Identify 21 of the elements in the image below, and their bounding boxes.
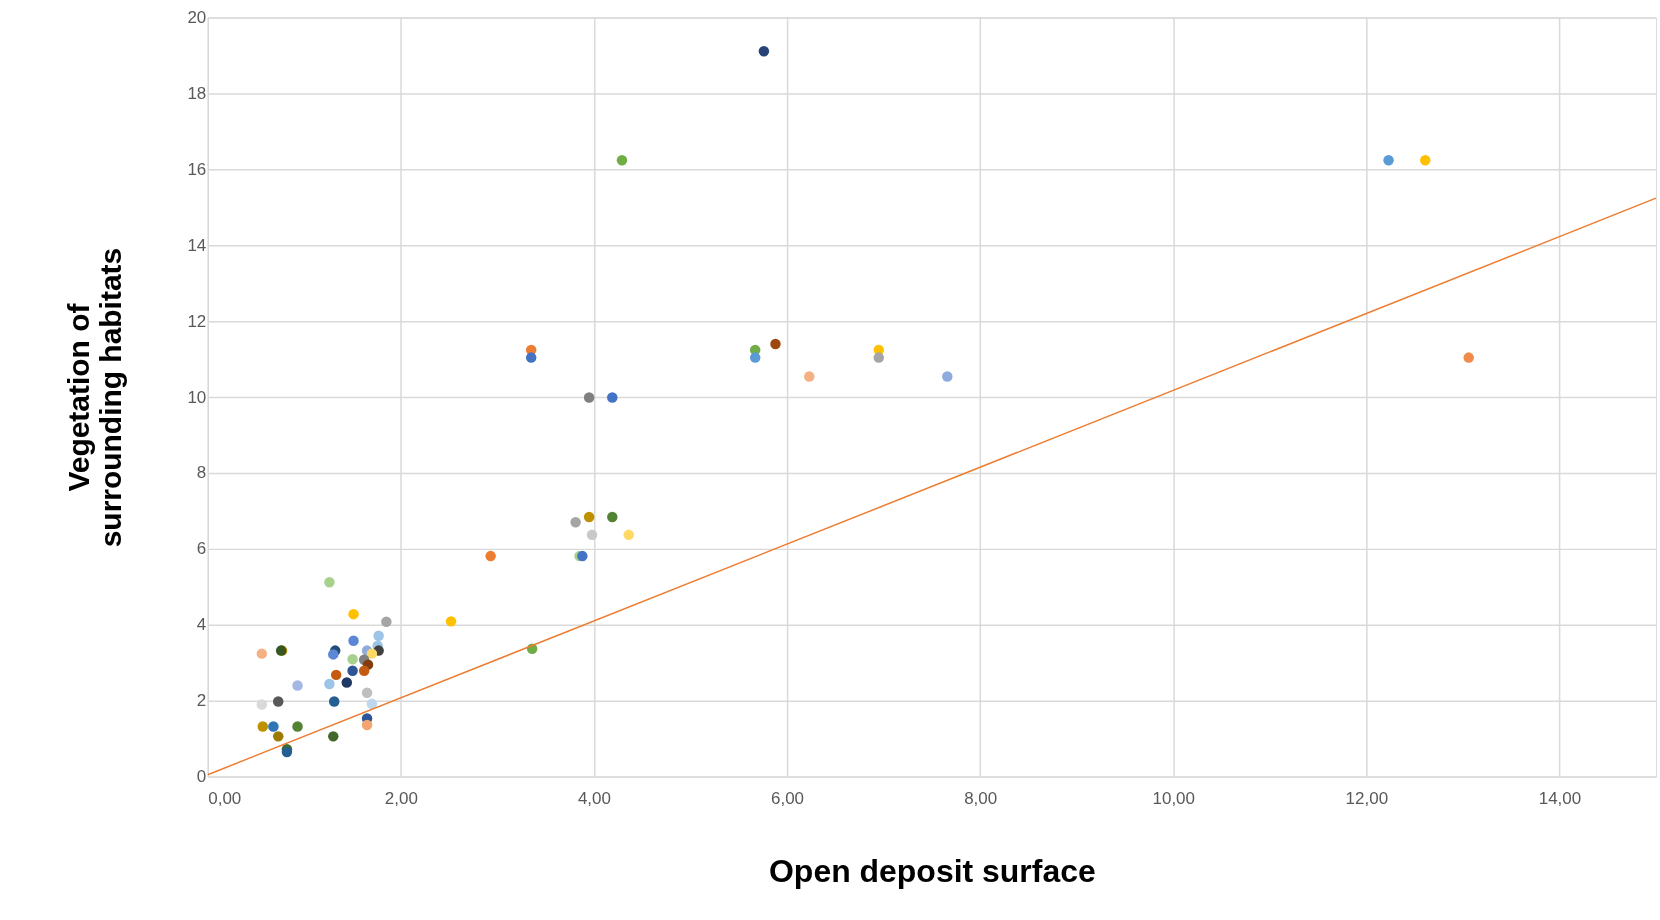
x-tick-label: 6,00 [771, 789, 805, 809]
x-tick-label: 4,00 [577, 789, 611, 809]
y-tick-label: 14 [187, 235, 207, 255]
y-tick-label: 4 [196, 615, 207, 635]
x-tick-label: 10,00 [1152, 789, 1195, 809]
y-tick-label: 20 [187, 8, 207, 28]
y-tick-label: 16 [187, 159, 207, 179]
y-tick-label: 0 [196, 767, 207, 787]
x-tick-label: 14,00 [1538, 789, 1582, 809]
y-tick-label: 6 [196, 539, 207, 559]
y-tick-label: 12 [187, 311, 207, 331]
y-tick-label: 8 [196, 463, 207, 483]
x-tick-label: 2,00 [384, 789, 418, 809]
y-tick-label: 10 [187, 387, 207, 407]
y-tick-label: 2 [196, 691, 207, 711]
x-tick-label: 0,00 [208, 789, 242, 809]
x-tick-label: 12,00 [1345, 789, 1389, 809]
y-tick-label: 18 [187, 83, 207, 103]
y-axis-title: Vegetation of surrounding habitats [62, 247, 128, 548]
x-axis-title: Open deposit surface [769, 852, 1096, 889]
x-tick-label: 8,00 [964, 789, 998, 809]
